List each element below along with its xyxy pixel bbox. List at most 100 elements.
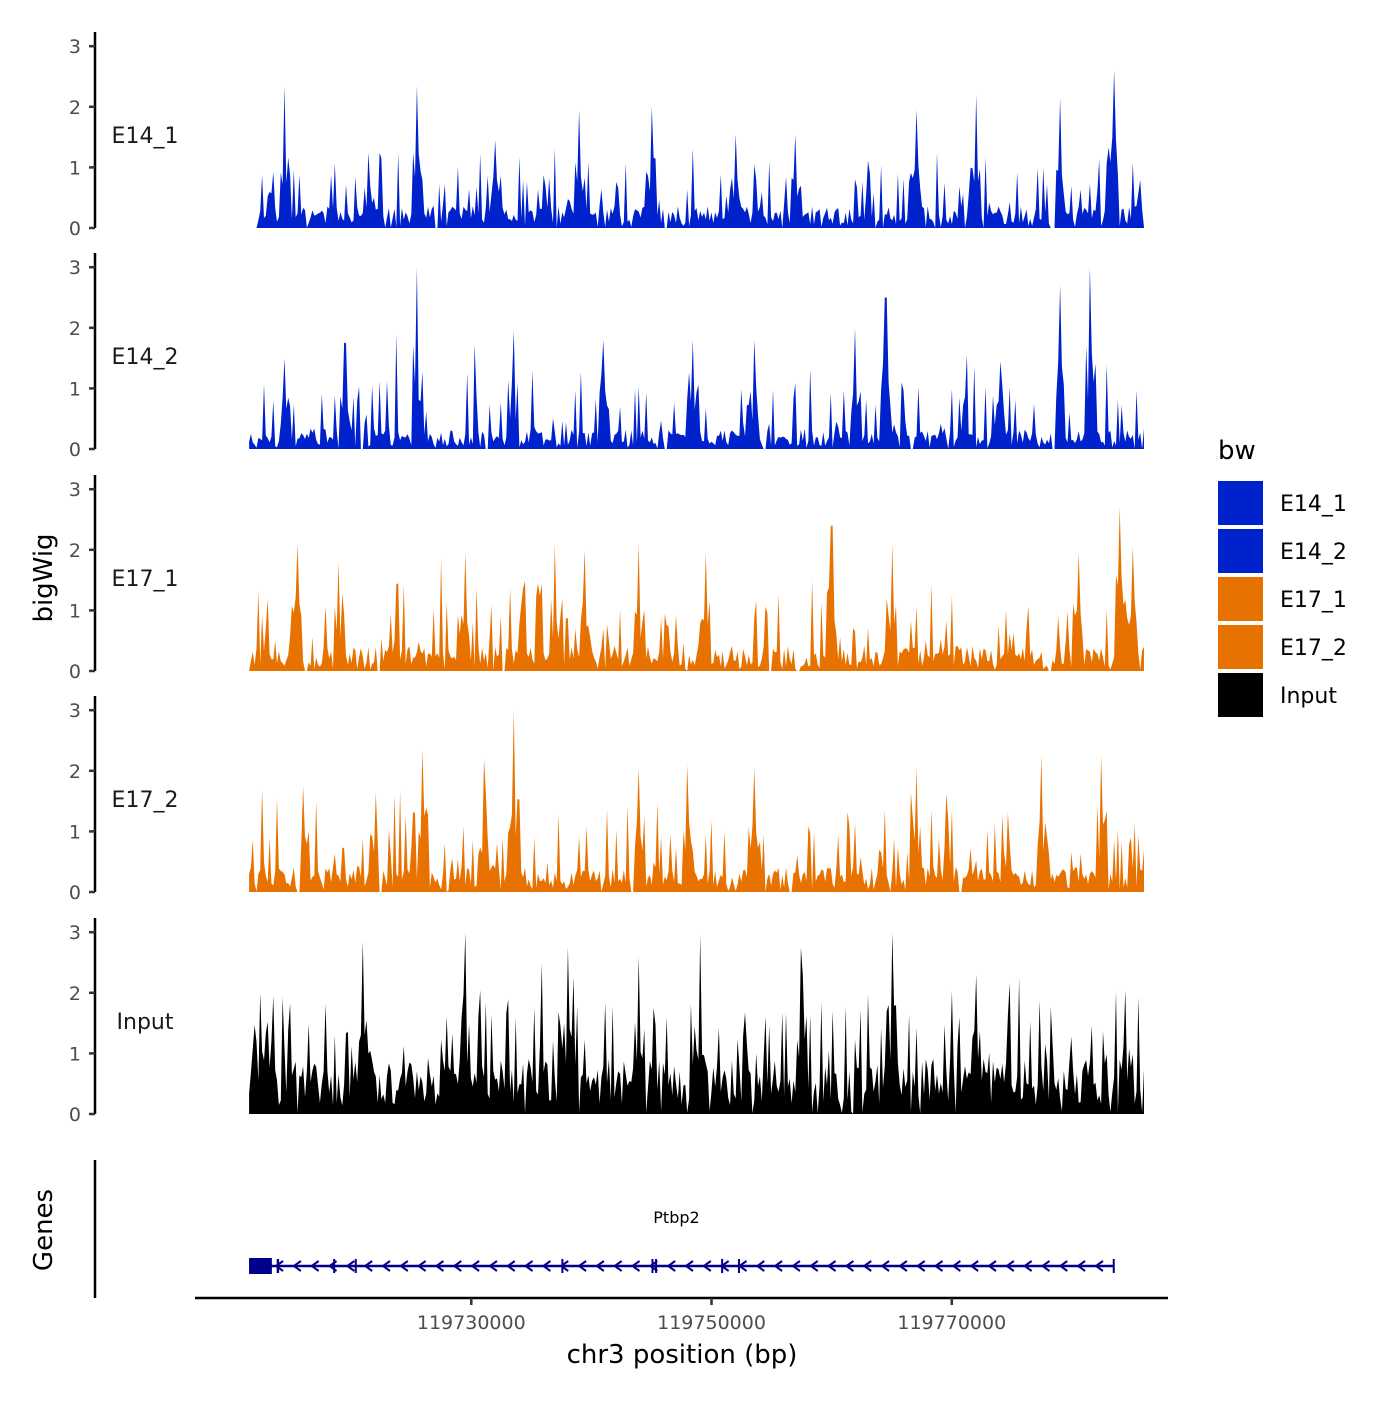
gene-exon — [655, 1259, 658, 1273]
gene-layer: Ptbp2 — [93, 1160, 1115, 1298]
y-tick-label: 1 — [69, 600, 81, 622]
strand-arrow — [702, 1260, 712, 1272]
legend-swatch — [1218, 577, 1263, 621]
x-axis: 119730000 119750000 119770000 — [195, 1296, 1168, 1334]
strand-arrow — [844, 1260, 854, 1272]
strand-arrow — [630, 1260, 641, 1272]
y-tick-label: 1 — [69, 157, 81, 179]
strand-arrow — [363, 1260, 373, 1272]
strand-arrow — [434, 1260, 445, 1272]
y-tick-label: 0 — [69, 1104, 81, 1126]
strand-arrow — [559, 1260, 569, 1272]
strand-arrow — [488, 1260, 498, 1272]
strand-arrow — [292, 1260, 302, 1272]
y-tick-label: 2 — [69, 983, 81, 1005]
x-axis-title: chr3 position (bp) — [567, 1340, 798, 1370]
x-tick-label: 119730000 — [417, 1312, 526, 1334]
strand-arrow — [470, 1260, 480, 1272]
strand-arrow — [541, 1260, 551, 1272]
strand-arrow — [648, 1260, 658, 1272]
strand-arrow — [1022, 1260, 1033, 1272]
legend-swatch — [1218, 673, 1263, 717]
strand-arrow — [684, 1260, 694, 1272]
strand-arrow — [791, 1260, 801, 1272]
strand-arrow — [915, 1260, 926, 1272]
gene-exon — [561, 1259, 564, 1273]
gene-exon — [354, 1259, 357, 1273]
legend-swatch — [1218, 529, 1263, 573]
genes-panel-title: Genes — [29, 1189, 59, 1271]
gene-name-label: Ptbp2 — [653, 1208, 699, 1227]
legend-swatch — [1218, 625, 1263, 669]
gene-exon — [651, 1259, 654, 1273]
legend-title: bw — [1218, 436, 1256, 466]
strand-arrow — [1094, 1260, 1104, 1272]
strand-arrow — [862, 1260, 872, 1272]
gene-exon — [249, 1258, 272, 1274]
track-label: E17_2 — [112, 788, 179, 813]
coverage-area-E14_2 — [249, 267, 1145, 449]
y-tick-label: 3 — [69, 479, 81, 501]
y-tick-label: 0 — [69, 882, 81, 904]
legend-swatch — [1218, 481, 1263, 525]
legend-item-E17_1: E17_1 — [1218, 577, 1347, 621]
y-axis-title: bigWig — [29, 533, 59, 622]
y-tick-label: 2 — [69, 540, 81, 562]
legend-label: E14_1 — [1280, 492, 1347, 517]
y-tick-label: 3 — [69, 36, 81, 58]
legend: bw E14_1 E14_2 E17_1 E17_2 Input — [1218, 436, 1347, 717]
legend-label: E17_1 — [1280, 588, 1347, 613]
strand-arrow — [809, 1260, 819, 1272]
strand-arrow — [345, 1260, 355, 1272]
y-tick-label: 1 — [69, 378, 81, 400]
strand-arrow — [577, 1260, 587, 1272]
legend-label: Input — [1280, 684, 1337, 709]
legend-label: E17_2 — [1280, 636, 1347, 661]
y-tick-label: 0 — [69, 661, 81, 683]
strand-arrow — [987, 1260, 997, 1272]
strand-arrow — [381, 1260, 391, 1272]
gene-exon — [276, 1259, 280, 1273]
y-tick-label: 3 — [69, 700, 81, 722]
x-tick-label: 119770000 — [897, 1312, 1006, 1334]
y-tick-label: 2 — [69, 318, 81, 340]
track-Input: 0 1 2 3 Input — [69, 918, 1145, 1126]
y-tick-label: 0 — [69, 439, 81, 461]
coverage-area-E14_1 — [249, 70, 1145, 229]
strand-arrow — [309, 1260, 320, 1272]
strand-arrow — [826, 1260, 837, 1272]
strand-arrow — [666, 1260, 676, 1272]
track-E17_2: 0 1 2 3 E17_2 — [69, 696, 1145, 904]
strand-arrow — [523, 1260, 534, 1272]
strand-arrow — [1076, 1260, 1086, 1272]
legend-label: E14_2 — [1280, 540, 1347, 565]
strand-arrow — [1005, 1260, 1015, 1272]
legend-item-Input: Input — [1218, 673, 1337, 717]
strand-arrow — [951, 1260, 961, 1272]
y-tick-label: 0 — [69, 218, 81, 240]
strand-arrow — [933, 1260, 944, 1272]
track-label: E17_1 — [112, 567, 179, 592]
gene-exon — [1112, 1259, 1115, 1273]
x-tick-label: 119750000 — [657, 1312, 766, 1334]
gene-exon — [721, 1259, 724, 1273]
track-label: E14_2 — [112, 345, 179, 370]
y-tick-label: 2 — [69, 761, 81, 783]
track-label: Input — [117, 1010, 174, 1035]
legend-item-E17_2: E17_2 — [1218, 625, 1347, 669]
legend-items: E14_1 E14_2 E17_1 E17_2 Input — [1218, 481, 1347, 717]
strand-arrow — [595, 1260, 605, 1272]
strand-arrow — [274, 1260, 284, 1272]
track-E17_1: 0 1 2 3 E17_1 — [69, 475, 1145, 683]
gene-exon — [333, 1259, 336, 1273]
track-E14_1: 0 1 2 3 E14_1 — [69, 32, 1145, 240]
y-tick-label: 3 — [69, 257, 81, 279]
legend-item-E14_1: E14_1 — [1218, 481, 1347, 525]
y-tick-label: 3 — [69, 922, 81, 944]
y-tick-label: 1 — [69, 821, 81, 843]
strand-arrow — [773, 1260, 783, 1272]
strand-arrow — [898, 1260, 908, 1272]
strand-arrow — [969, 1260, 979, 1272]
